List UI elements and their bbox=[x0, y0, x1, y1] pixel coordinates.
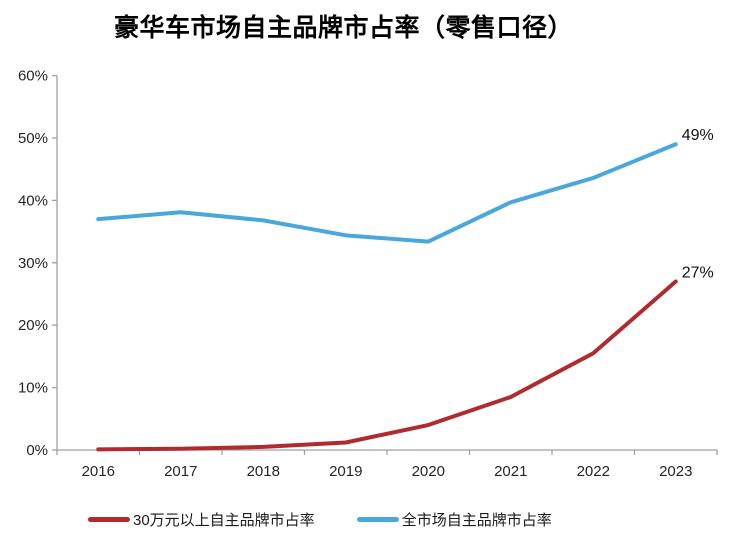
x-axis-tick-label: 2020 bbox=[412, 463, 445, 480]
legend-label: 全市场自主品牌市占率 bbox=[401, 512, 552, 529]
legend-item-full-market-domestic-share: 全市场自主品牌市占率 bbox=[356, 509, 552, 530]
y-axis-tick-label: 0% bbox=[26, 442, 48, 459]
y-axis-tick-label: 20% bbox=[18, 317, 48, 334]
series-line-0 bbox=[96, 279, 678, 452]
legend-item-above-300k-domestic-share: 30万元以上自主品牌市占率 bbox=[88, 509, 315, 530]
x-axis-tick-label: 2021 bbox=[494, 463, 527, 480]
x-axis-tick-label: 2018 bbox=[247, 463, 280, 480]
chart-title: 豪华车市场自主品牌市占率（零售口径） bbox=[114, 14, 574, 42]
series-end-value-label: 49% bbox=[682, 127, 714, 144]
x-axis-tick-label: 2022 bbox=[577, 463, 610, 480]
legend-swatch-red-line bbox=[88, 517, 130, 522]
x-axis-tick-label: 2023 bbox=[659, 463, 692, 480]
series-line-1 bbox=[96, 142, 678, 244]
legend-label: 30万元以上自主品牌市占率 bbox=[133, 512, 315, 529]
y-axis-tick-label: 40% bbox=[18, 192, 48, 209]
y-axis-tick-label: 50% bbox=[18, 130, 48, 147]
y-axis-tick-label: 10% bbox=[18, 380, 48, 397]
chart-legend: 30万元以上自主品牌市占率 全市场自主品牌市占率 bbox=[88, 509, 552, 530]
line-chart-plot-area: 0% 10% 20% 30% 40% 50% 60% 2016 2017 2018 2019 2020… bbox=[18, 68, 718, 480]
x-axis-tick-label: 2016 bbox=[82, 463, 115, 480]
y-axis-tick-label: 30% bbox=[18, 255, 48, 272]
series-end-value-label: 27% bbox=[682, 265, 714, 282]
legend-swatch-blue-line bbox=[356, 517, 399, 522]
x-axis-tick-label: 2019 bbox=[329, 463, 362, 480]
x-axis-tick-label: 2017 bbox=[164, 463, 197, 480]
y-axis-tick-label: 60% bbox=[18, 68, 48, 85]
